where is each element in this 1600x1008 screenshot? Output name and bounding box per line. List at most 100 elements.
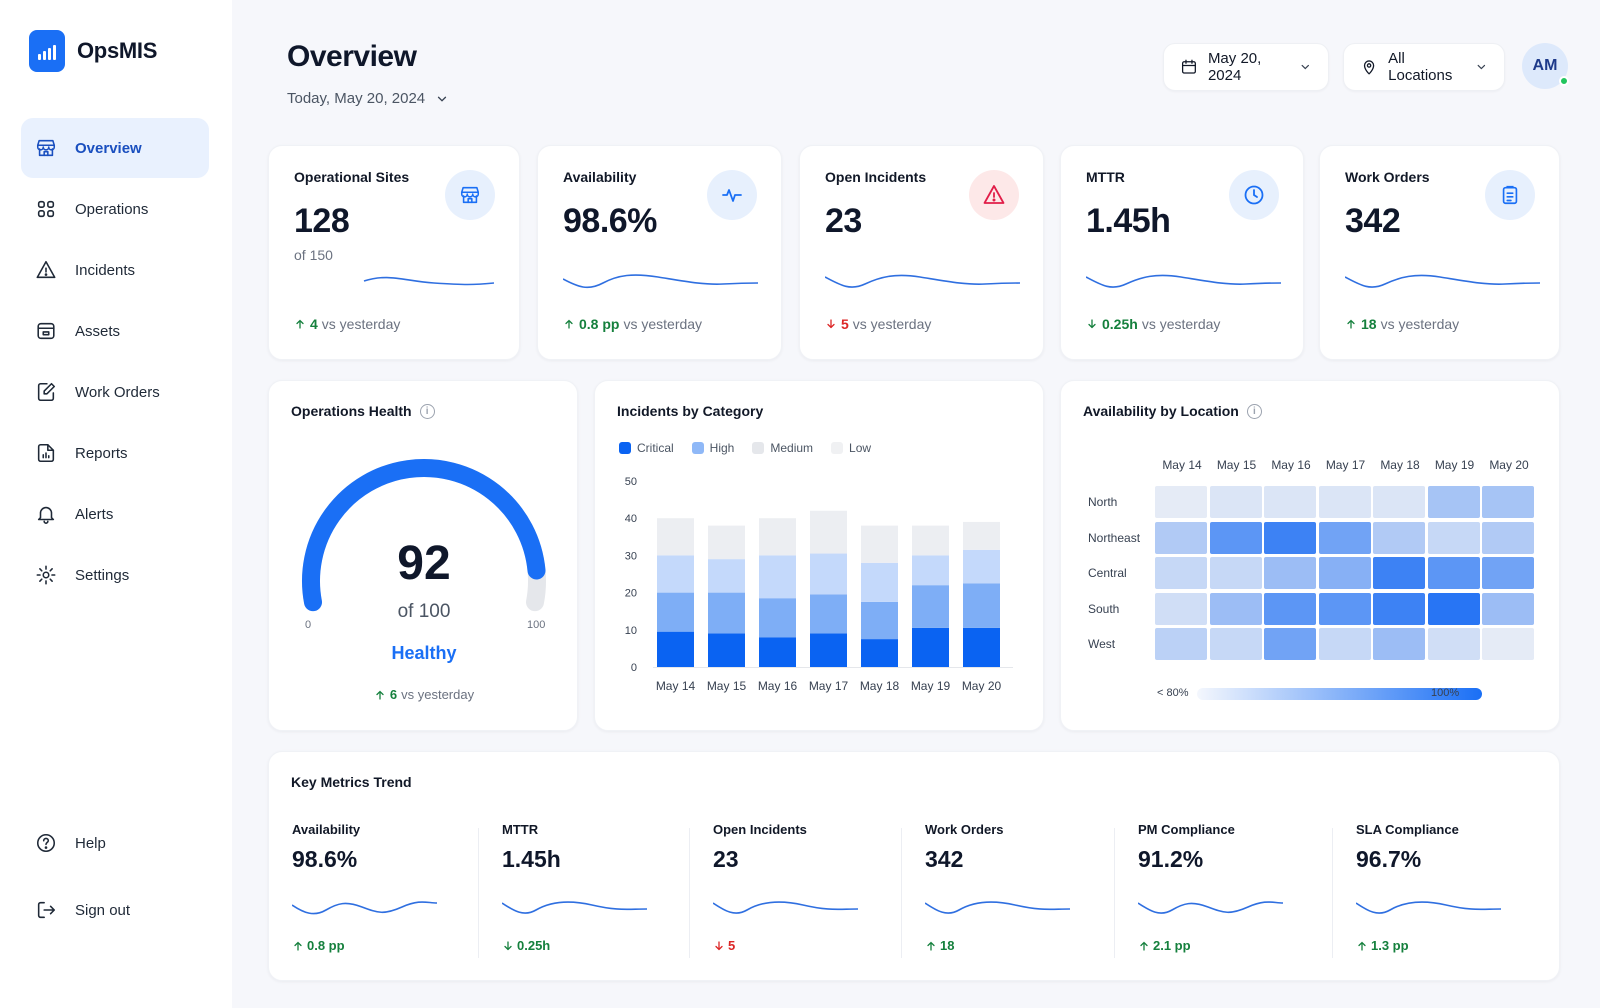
heatmap-cell[interactable] [1209, 486, 1262, 518]
bar-segment-high[interactable] [963, 583, 1000, 628]
heatmap-cell[interactable] [1155, 592, 1207, 625]
bar-segment-critical[interactable] [963, 627, 1000, 667]
bar-segment-high[interactable] [861, 601, 898, 640]
date-range-selector[interactable]: Today, May 20, 2024 [287, 90, 449, 107]
bar-segment-medium[interactable] [708, 559, 745, 593]
heatmap-cell[interactable] [1209, 521, 1262, 554]
heatmap-cell[interactable] [1155, 521, 1207, 554]
bar-segment-critical[interactable] [657, 631, 694, 667]
alert-triangle-icon [969, 170, 1019, 220]
sidebar-item-sign-out[interactable]: Sign out [21, 877, 209, 943]
trend-metric-delta: 18 [925, 938, 954, 953]
legend-item-low[interactable]: Low [831, 441, 871, 455]
heatmap-cell[interactable] [1373, 628, 1425, 660]
heatmap-cell[interactable] [1427, 592, 1480, 625]
heatmap-cell[interactable] [1373, 557, 1425, 589]
heatmap-cell[interactable] [1482, 486, 1534, 518]
heatmap-cell[interactable] [1482, 557, 1534, 589]
bar-segment-low[interactable] [912, 525, 949, 556]
heatmap-cell[interactable] [1155, 486, 1207, 518]
divider [1332, 828, 1333, 958]
heatmap-cell[interactable] [1482, 628, 1534, 660]
heatmap-cell[interactable] [1482, 521, 1534, 554]
heatmap-cell[interactable] [1318, 521, 1371, 554]
bar-segment-critical[interactable] [861, 639, 898, 667]
bar-segment-high[interactable] [912, 585, 949, 628]
heatmap-cell[interactable] [1318, 592, 1371, 625]
bar-segment-critical[interactable] [912, 627, 949, 667]
trend-metric[interactable]: MTTR 1.45h 0.25h [502, 822, 702, 953]
legend-item-critical[interactable]: Critical [619, 441, 674, 455]
info-icon[interactable]: i [419, 403, 435, 419]
bar-segment-high[interactable] [759, 598, 796, 638]
heatmap-cell[interactable] [1318, 628, 1371, 660]
trend-metric[interactable]: Open Incidents 23 5 [713, 822, 913, 953]
heatmap-cell[interactable] [1427, 486, 1480, 518]
heatmap-cell[interactable] [1373, 486, 1425, 518]
heatmap-cell[interactable] [1264, 592, 1316, 625]
sidebar-item-incidents[interactable]: Incidents [21, 240, 209, 300]
heatmap-cell[interactable] [1209, 628, 1262, 660]
heatmap-cell[interactable] [1209, 592, 1262, 625]
bar-segment-critical[interactable] [810, 633, 847, 667]
sidebar-item-alerts[interactable]: Alerts [21, 484, 209, 544]
x-tick-label: May 18 [860, 679, 900, 693]
trend-metric[interactable]: Availability 98.6% 0.8 pp [292, 822, 492, 953]
trend-metric[interactable]: Work Orders 342 18 [925, 822, 1125, 953]
sidebar-item-assets[interactable]: Assets [21, 301, 209, 361]
kpi-card-work-orders[interactable]: Work Orders 342 18 vs yesterday [1319, 145, 1560, 360]
bar-segment-low[interactable] [810, 510, 847, 554]
bar-segment-medium[interactable] [861, 562, 898, 602]
bar-segment-medium[interactable] [759, 555, 796, 599]
bar-segment-low[interactable] [963, 521, 1000, 550]
bar-segment-low[interactable] [708, 525, 745, 560]
info-icon[interactable]: i [1246, 403, 1262, 419]
bar-segment-medium[interactable] [657, 555, 694, 593]
bar-segment-medium[interactable] [912, 555, 949, 586]
bar-segment-high[interactable] [810, 594, 847, 634]
heatmap-cell[interactable] [1427, 628, 1480, 660]
bar-segment-low[interactable] [861, 525, 898, 563]
legend-item-medium[interactable]: Medium [752, 441, 813, 455]
heatmap-cell[interactable] [1264, 521, 1316, 554]
sidebar-item-operations[interactable]: Operations [21, 179, 209, 239]
heatmap-cell[interactable] [1373, 521, 1425, 554]
bar-segment-low[interactable] [759, 518, 796, 556]
heatmap-cell[interactable] [1318, 557, 1371, 589]
trend-metric[interactable]: SLA Compliance 96.7% 1.3 pp [1356, 822, 1556, 953]
heatmap-cell[interactable] [1482, 592, 1534, 625]
heatmap-cell[interactable] [1155, 628, 1207, 660]
location-picker[interactable]: All Locations [1343, 43, 1505, 91]
kpi-card-availability[interactable]: Availability 98.6% 0.8 pp vs yesterday [537, 145, 782, 360]
heatmap-cell[interactable] [1209, 557, 1262, 589]
trend-metric[interactable]: PM Compliance 91.2% 2.1 pp [1138, 822, 1338, 953]
kpi-card-mttr[interactable]: MTTR 1.45h 0.25h vs yesterday [1060, 145, 1304, 360]
brand[interactable]: OpsMIS [29, 30, 157, 72]
sidebar-item-work-orders[interactable]: Work Orders [21, 362, 209, 422]
sidebar-item-settings[interactable]: Settings [21, 545, 209, 605]
heatmap-cell[interactable] [1264, 486, 1316, 518]
y-tick-label: 20 [625, 588, 637, 600]
sidebar-item-help[interactable]: Help [21, 810, 209, 876]
heatmap-cell[interactable] [1373, 592, 1425, 625]
legend-item-high[interactable]: High [691, 441, 734, 455]
sidebar-item-overview[interactable]: Overview [21, 118, 209, 178]
heatmap-cell[interactable] [1155, 557, 1207, 589]
bar-segment-low[interactable] [657, 518, 694, 556]
heatmap-cell[interactable] [1427, 557, 1480, 589]
bar-segment-high[interactable] [708, 592, 745, 634]
heatmap-cell[interactable] [1264, 628, 1316, 660]
kpi-card-operational-sites[interactable]: Operational Sites 128 of 150 4 vs yester… [268, 145, 520, 360]
avatar[interactable]: AM [1522, 43, 1569, 89]
date-picker[interactable]: May 20, 2024 [1163, 43, 1329, 91]
bar-segment-critical[interactable] [708, 633, 745, 667]
bar-segment-critical[interactable] [759, 637, 796, 667]
heatmap-cell[interactable] [1318, 486, 1371, 518]
sidebar-item-reports[interactable]: Reports [21, 423, 209, 483]
heatmap-cell[interactable] [1427, 521, 1480, 554]
bar-segment-medium[interactable] [963, 549, 1000, 584]
heatmap-cell[interactable] [1264, 557, 1316, 589]
bar-segment-high[interactable] [657, 592, 694, 632]
kpi-card-open-incidents[interactable]: Open Incidents 23 5 vs yesterday [799, 145, 1044, 360]
bar-segment-medium[interactable] [810, 553, 847, 595]
